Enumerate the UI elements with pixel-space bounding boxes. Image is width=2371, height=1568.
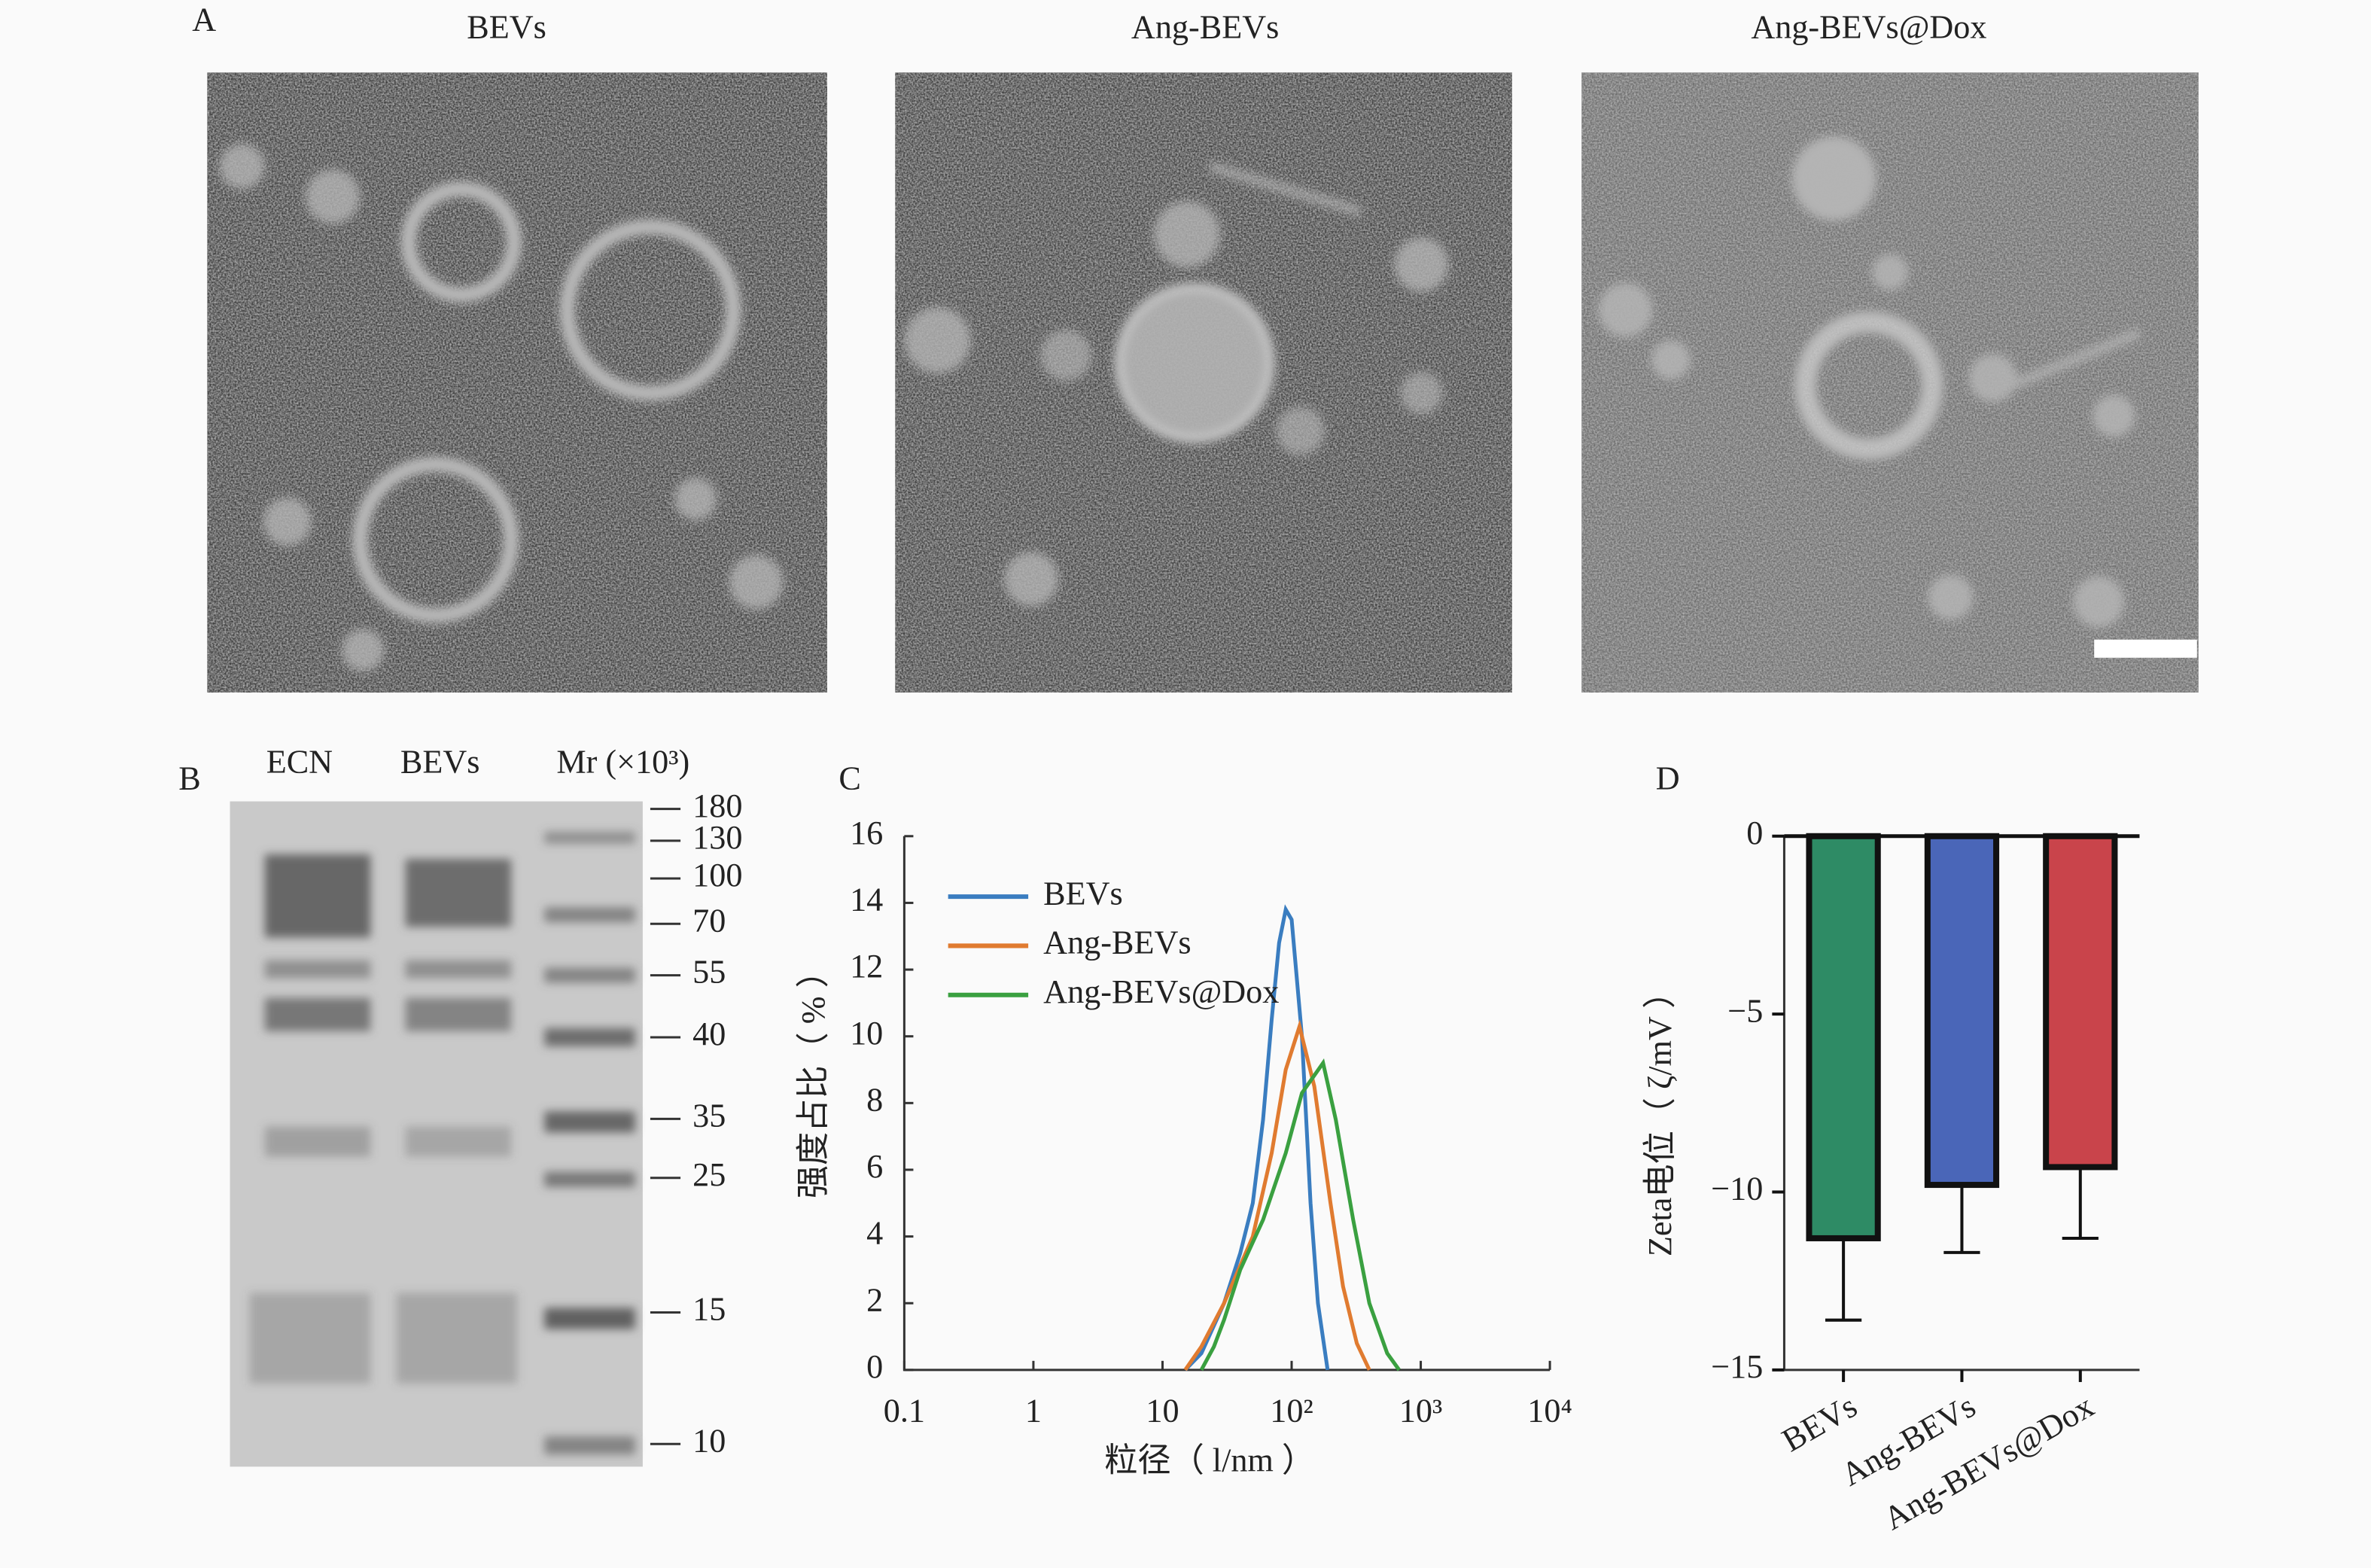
x-tick-label: 10⁴ [1527,1392,1572,1429]
marker-label: 70 [692,902,726,939]
image-title: Ang-BEVs@Dox [1751,8,1986,45]
marker-label: 10 [692,1422,726,1459]
marker-label: 35 [692,1098,726,1134]
marker-label: 40 [692,1015,726,1052]
legend-label: BEVs [1043,875,1123,912]
tem-image [207,72,827,693]
y-tick-label: 16 [850,814,883,851]
x-tick-label: BEVs [1776,1387,1863,1459]
y-tick-label: −10 [1711,1171,1763,1207]
image-title: Ang-BEVs [1131,8,1279,45]
bar [1806,833,1881,1241]
lane-label: ECN [266,744,333,781]
marker-label: 55 [692,954,726,991]
panel-label: C [839,760,860,797]
bar [2043,833,2118,1171]
panel-label: D [1656,760,1680,797]
y-tick-label: 8 [866,1081,883,1118]
tem-image [895,72,1512,693]
legend-label: Ang-BEVs [1043,924,1191,961]
x-tick-label: 10 [1146,1392,1179,1429]
x-tick-label: 1 [1025,1392,1042,1429]
marker-label: 130 [692,819,742,856]
y-tick-label: −15 [1711,1348,1763,1385]
marker-label: 180 [692,787,742,824]
x-tick-label: 0.1 [884,1392,925,1429]
panel-label: A [192,1,216,38]
y-tick-label: −5 [1727,992,1763,1029]
data-line [1183,1019,1371,1372]
y-tick-label: 12 [850,948,883,985]
lane-label: BEVs [400,744,480,781]
y-tick-label: 0 [1746,814,1763,851]
y-axis-label: 强度占比（ % ） [795,955,832,1198]
data-line [1199,1058,1401,1372]
marker-label: 15 [692,1291,726,1328]
y-tick-label: 6 [866,1148,883,1185]
x-axis-label: 粒径（ l/nm ） [1104,1442,1315,1479]
marker-label: 25 [692,1156,726,1193]
lane-label: Mr (×10³) [556,744,689,781]
y-tick-label: 14 [850,881,883,918]
y-tick-label: 4 [866,1215,883,1252]
tem-image [1581,72,2199,693]
bar [1924,833,2000,1189]
image-title: BEVs [467,8,546,45]
marker-label: 100 [692,857,742,894]
legend-label: Ang-BEVs@Dox [1043,973,1279,1010]
gel-image [230,801,643,1467]
y-axis-label: Zeta电位（ ζ/mV ） [1642,976,1679,1256]
y-tick-label: 2 [866,1281,883,1318]
y-tick-label: 10 [850,1015,883,1052]
x-tick-label: 10³ [1399,1392,1442,1429]
x-tick-label: 10² [1270,1392,1313,1429]
panel-label: B [178,760,200,797]
y-tick-label: 0 [866,1348,883,1385]
x-tick-label: Ang-BEVs@Dox [1877,1387,2100,1537]
